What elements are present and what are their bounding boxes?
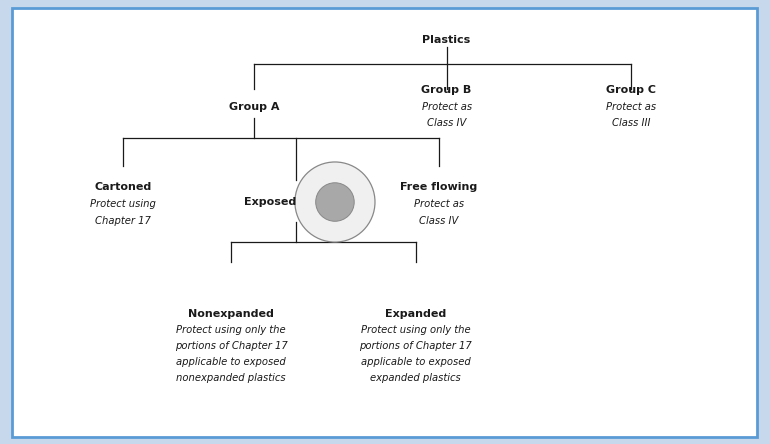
Text: Class IV: Class IV (419, 216, 459, 226)
Text: Expanded: Expanded (385, 309, 447, 319)
Ellipse shape (295, 162, 375, 242)
Text: Protect as: Protect as (606, 102, 657, 111)
Text: Protect using only the: Protect using only the (176, 325, 286, 335)
Text: Chapter 17: Chapter 17 (95, 216, 151, 226)
Text: Protect using only the: Protect using only the (361, 325, 470, 335)
Text: Group B: Group B (421, 85, 472, 95)
Text: Group C: Group C (607, 85, 656, 95)
FancyBboxPatch shape (12, 8, 757, 437)
Text: Free flowing: Free flowing (400, 182, 477, 192)
Text: Protect as: Protect as (413, 199, 464, 209)
Text: applicable to exposed: applicable to exposed (361, 357, 470, 367)
Ellipse shape (316, 183, 354, 221)
Text: Group A: Group A (229, 102, 280, 111)
Text: Plastics: Plastics (423, 35, 470, 45)
Text: Protect using: Protect using (90, 199, 156, 209)
Text: Exposed: Exposed (244, 197, 296, 207)
Text: portions of Chapter 17: portions of Chapter 17 (175, 341, 287, 351)
Text: expanded plastics: expanded plastics (370, 373, 461, 383)
Text: Class III: Class III (612, 119, 651, 128)
Text: Cartoned: Cartoned (95, 182, 152, 192)
Text: nonexpanded plastics: nonexpanded plastics (176, 373, 286, 383)
Text: Nonexpanded: Nonexpanded (188, 309, 274, 319)
Text: Class IV: Class IV (427, 119, 467, 128)
Text: applicable to exposed: applicable to exposed (176, 357, 286, 367)
Text: portions of Chapter 17: portions of Chapter 17 (360, 341, 472, 351)
Text: Protect as: Protect as (421, 102, 472, 111)
